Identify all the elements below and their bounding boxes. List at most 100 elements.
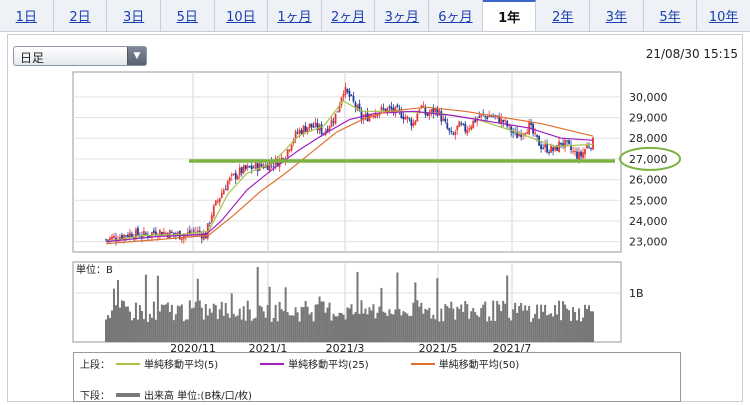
candle-body-228 [560, 142, 562, 145]
volume-bar-69 [242, 306, 245, 342]
volume-bar-138 [380, 287, 383, 342]
candle-body-216 [536, 134, 539, 137]
tab-1[interactable]: 2日 [54, 0, 108, 31]
candle-body-82 [268, 162, 271, 172]
candle-body-115 [334, 113, 337, 124]
y-tick-label-0: 30,000 [629, 91, 668, 104]
volume-bar-218 [540, 304, 543, 342]
tab-12[interactable]: 5年 [644, 0, 698, 31]
candle-body-196 [496, 115, 499, 117]
volume-bar-241 [586, 308, 589, 342]
candle-body-174 [452, 133, 455, 135]
volume-bar-31 [166, 302, 169, 342]
candle-body-162 [428, 113, 431, 116]
volume-bar-152 [408, 316, 411, 342]
volume-bar-168 [440, 308, 443, 342]
candle-body-188 [480, 114, 483, 117]
tab-6[interactable]: 2ヶ月 [322, 0, 376, 31]
candle-body-203 [510, 126, 513, 133]
volume-bar-242 [588, 305, 591, 342]
volume-bar-130 [364, 308, 367, 342]
volume-bar-49 [202, 319, 205, 342]
volume-bar-177 [458, 308, 461, 342]
volume-bar-232 [568, 310, 571, 342]
y-tick-label-4: 26,000 [629, 174, 668, 187]
tab-3[interactable]: 5日 [161, 0, 215, 31]
volume-bar-126 [356, 271, 359, 342]
candle-body-156 [416, 113, 419, 122]
volume-bar-176 [456, 306, 459, 342]
candle-body-29 [162, 231, 165, 235]
volume-bar-149 [402, 311, 405, 342]
volume-bar-231 [566, 308, 569, 342]
tab-2[interactable]: 3日 [107, 0, 161, 31]
tab-9[interactable]: 1年 [482, 0, 537, 31]
candle-body-52 [208, 222, 211, 224]
volume-bar-114 [332, 313, 335, 342]
candle-body-176 [456, 125, 459, 131]
volume-bar-17 [138, 305, 141, 342]
volume-bar-29 [162, 305, 165, 342]
legend-text-ma-2: 単純移動平均(50) [438, 360, 520, 371]
volume-bar-192 [488, 316, 491, 342]
volume-bar-195 [494, 320, 497, 342]
volume-bar-11 [126, 306, 129, 342]
volume-bar-37 [178, 306, 181, 342]
candle-body-4 [113, 235, 115, 238]
volume-bar-56 [216, 319, 219, 342]
tab-5[interactable]: 1ヶ月 [268, 0, 322, 31]
volume-bar-19 [142, 319, 145, 342]
tab-13[interactable]: 10年 [708, 10, 739, 25]
candle-body-187 [478, 116, 481, 118]
candle-body-111 [326, 128, 329, 132]
chevron-down-icon[interactable]: ▼ [127, 47, 146, 65]
candle-body-93 [290, 144, 293, 151]
candle-body-242 [588, 146, 590, 148]
volume-bar-80 [264, 317, 267, 342]
candle-body-23 [151, 232, 153, 237]
candle-body-70 [244, 165, 247, 170]
volume-bar-9 [122, 301, 125, 342]
candle-body-114 [332, 121, 335, 123]
volume-bar-112 [328, 302, 331, 342]
candle-body-157 [418, 109, 421, 112]
candle-body-126 [356, 105, 359, 110]
candle-body-16 [137, 227, 139, 236]
volume-bar-40 [184, 319, 187, 342]
volume-bar-18 [140, 311, 143, 342]
volume-bar-220 [544, 304, 547, 342]
volume-bar-102 [308, 314, 311, 342]
candle-body-218 [540, 144, 543, 150]
tab-8[interactable]: 6ヶ月 [429, 0, 483, 31]
volume-bar-2 [108, 317, 111, 342]
volume-bar-81 [266, 305, 269, 342]
candle-body-27 [158, 230, 161, 235]
volume-bar-54 [212, 303, 215, 342]
tab-7[interactable]: 3ヶ月 [375, 0, 430, 31]
volume-bar-208 [520, 302, 523, 342]
candle-body-57 [218, 198, 221, 203]
volume-bar-59 [222, 315, 225, 342]
tab-4[interactable]: 10日 [215, 0, 269, 31]
candle-body-190 [484, 115, 487, 117]
candle-body-28 [160, 231, 163, 236]
volume-bar-210 [524, 305, 527, 342]
candle-body-191 [486, 116, 489, 119]
volume-bar-204 [512, 309, 515, 342]
volume-bar-118 [340, 312, 343, 342]
candle-body-20 [145, 232, 147, 235]
volume-bar-196 [496, 300, 499, 342]
tab-10[interactable]: 2年 [536, 0, 591, 31]
candle-body-213 [530, 122, 533, 126]
interval-select[interactable]: 日足 ▼ [13, 46, 147, 66]
candle-body-118 [340, 97, 343, 106]
candle-body-13 [131, 233, 133, 238]
volume-bar-1 [106, 315, 109, 342]
tab-0[interactable]: 1日 [0, 0, 54, 31]
volume-bar-151 [406, 313, 409, 342]
candle-body-165 [434, 108, 437, 112]
y-tick-label-2: 28,000 [629, 132, 668, 145]
volume-bar-89 [282, 311, 285, 342]
volume-bar-128 [360, 300, 363, 342]
tab-11[interactable]: 3年 [590, 0, 644, 31]
